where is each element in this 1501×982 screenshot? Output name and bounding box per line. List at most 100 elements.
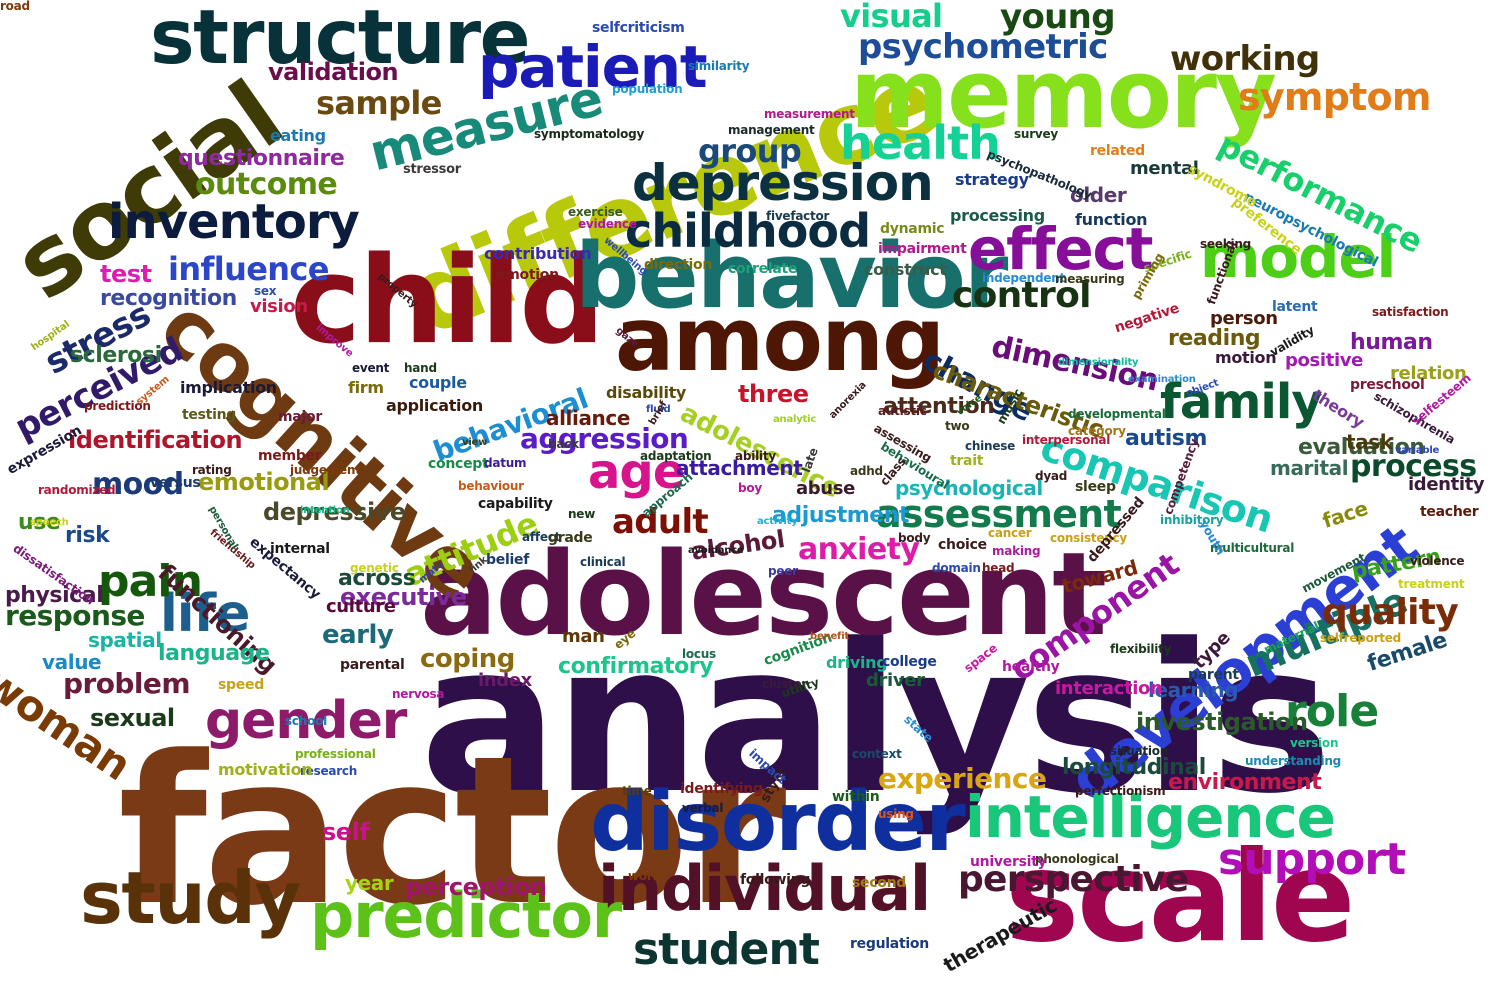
word-96: evaluation	[1298, 435, 1425, 460]
word-123: adjustment	[772, 503, 910, 528]
word-271: genetic	[350, 561, 399, 575]
word-249: ability	[735, 449, 776, 463]
word-230: category	[1068, 424, 1126, 438]
word-47: quality	[1322, 592, 1459, 633]
word-191: school	[285, 714, 327, 728]
word-157: measuring	[1055, 272, 1125, 286]
word-38: assessment	[876, 492, 1122, 536]
word-19: model	[1200, 223, 1396, 291]
word-205: context	[852, 747, 902, 761]
word-108: motion	[1215, 348, 1277, 367]
word-135: impairment	[878, 241, 967, 257]
word-77: executive	[340, 583, 467, 611]
word-7: memory	[850, 40, 1277, 150]
word-81: spatial	[88, 628, 162, 652]
word-213: choice	[938, 537, 987, 553]
word-76: early	[322, 620, 394, 650]
word-21: inventory	[108, 194, 360, 250]
word-235: interpersonal	[1022, 433, 1111, 447]
word-299: direction	[644, 257, 713, 273]
word-83: self	[322, 818, 370, 846]
word-138: exercise	[568, 205, 623, 219]
word-160: latent	[1272, 299, 1318, 315]
word-32: student	[633, 924, 820, 975]
word-26: psychometric	[858, 27, 1108, 67]
word-188: research	[300, 764, 358, 778]
word-16: intelligence	[965, 783, 1336, 851]
word-18: patient	[478, 33, 708, 101]
word-55: group	[698, 132, 802, 170]
word-128: couple	[409, 373, 467, 392]
word-280: versus	[150, 475, 201, 491]
word-202: driving	[826, 653, 888, 672]
word-98: identity	[1408, 474, 1485, 495]
word-228: dyad	[1035, 469, 1068, 483]
word-92: three	[738, 380, 809, 408]
word-89: risk	[65, 523, 110, 548]
word-20: depression	[632, 154, 934, 212]
word-37: perspective	[958, 859, 1189, 900]
word-219: flexibility	[1110, 642, 1172, 656]
word-71: mood	[92, 467, 184, 502]
word-22: family	[1160, 374, 1323, 430]
word-286: prediction	[84, 399, 151, 413]
word-88: sclerosi	[70, 343, 162, 368]
word-211: making	[992, 544, 1041, 558]
word-167: teacher	[1420, 504, 1479, 520]
word-255: concept	[428, 456, 489, 472]
word-110: mental	[1130, 158, 1199, 179]
word-169: treatment	[1398, 577, 1465, 591]
word-281: rating	[192, 463, 232, 477]
word-153: seeking	[1200, 237, 1251, 251]
word-125: culture	[326, 596, 396, 617]
word-2: adolescent	[420, 528, 1107, 662]
word-139: fivefactor	[766, 209, 830, 223]
word-112: function	[1075, 210, 1148, 229]
word-103: human	[1350, 330, 1433, 355]
word-25: childhood	[625, 204, 871, 258]
word-258: capability	[478, 496, 553, 512]
word-133: eating	[270, 126, 326, 145]
word-142: population	[612, 82, 683, 96]
word-127: application	[386, 396, 483, 415]
word-95: autism	[1125, 426, 1207, 451]
word-272: internal	[270, 541, 330, 557]
word-175: phonological	[1035, 852, 1119, 866]
word-5: child	[290, 232, 605, 371]
word-204: driver	[866, 670, 925, 691]
word-58: aggression	[520, 422, 689, 455]
word-97: marital	[1270, 456, 1349, 480]
word-78: coping	[420, 644, 515, 674]
word-132: emotion	[496, 267, 559, 283]
word-238: chinese	[965, 439, 1016, 453]
word-282: judgement	[290, 463, 361, 477]
word-17: predictor	[310, 879, 622, 952]
word-248: boy	[738, 481, 762, 495]
word-145: symptomatology	[534, 127, 645, 141]
word-187: work	[628, 869, 661, 883]
word-109: older	[1070, 183, 1127, 207]
word-183: time	[622, 784, 652, 798]
word-220: parent	[1188, 667, 1239, 683]
word-209: healthy	[1002, 659, 1060, 675]
word-203: college	[882, 654, 937, 670]
word-131: contribution	[484, 244, 592, 263]
word-200: cluster	[762, 677, 808, 691]
word-91: use	[18, 510, 61, 535]
word-288: implication	[180, 378, 277, 397]
word-283: member	[258, 448, 322, 464]
word-124: across	[338, 566, 416, 591]
word-140: management	[728, 123, 815, 137]
word-90: physical	[5, 583, 104, 608]
word-86: test	[100, 260, 152, 288]
word-262: affect	[522, 530, 561, 544]
word-33: support	[1218, 834, 1406, 885]
word-1: factor	[118, 713, 786, 951]
word-241: autistic	[878, 404, 927, 418]
word-292: hand	[404, 361, 437, 375]
word-163: preschool	[1350, 377, 1425, 393]
word-254: view	[462, 437, 488, 448]
word-70: identification	[68, 426, 243, 454]
word-113: investigation	[1136, 708, 1308, 736]
